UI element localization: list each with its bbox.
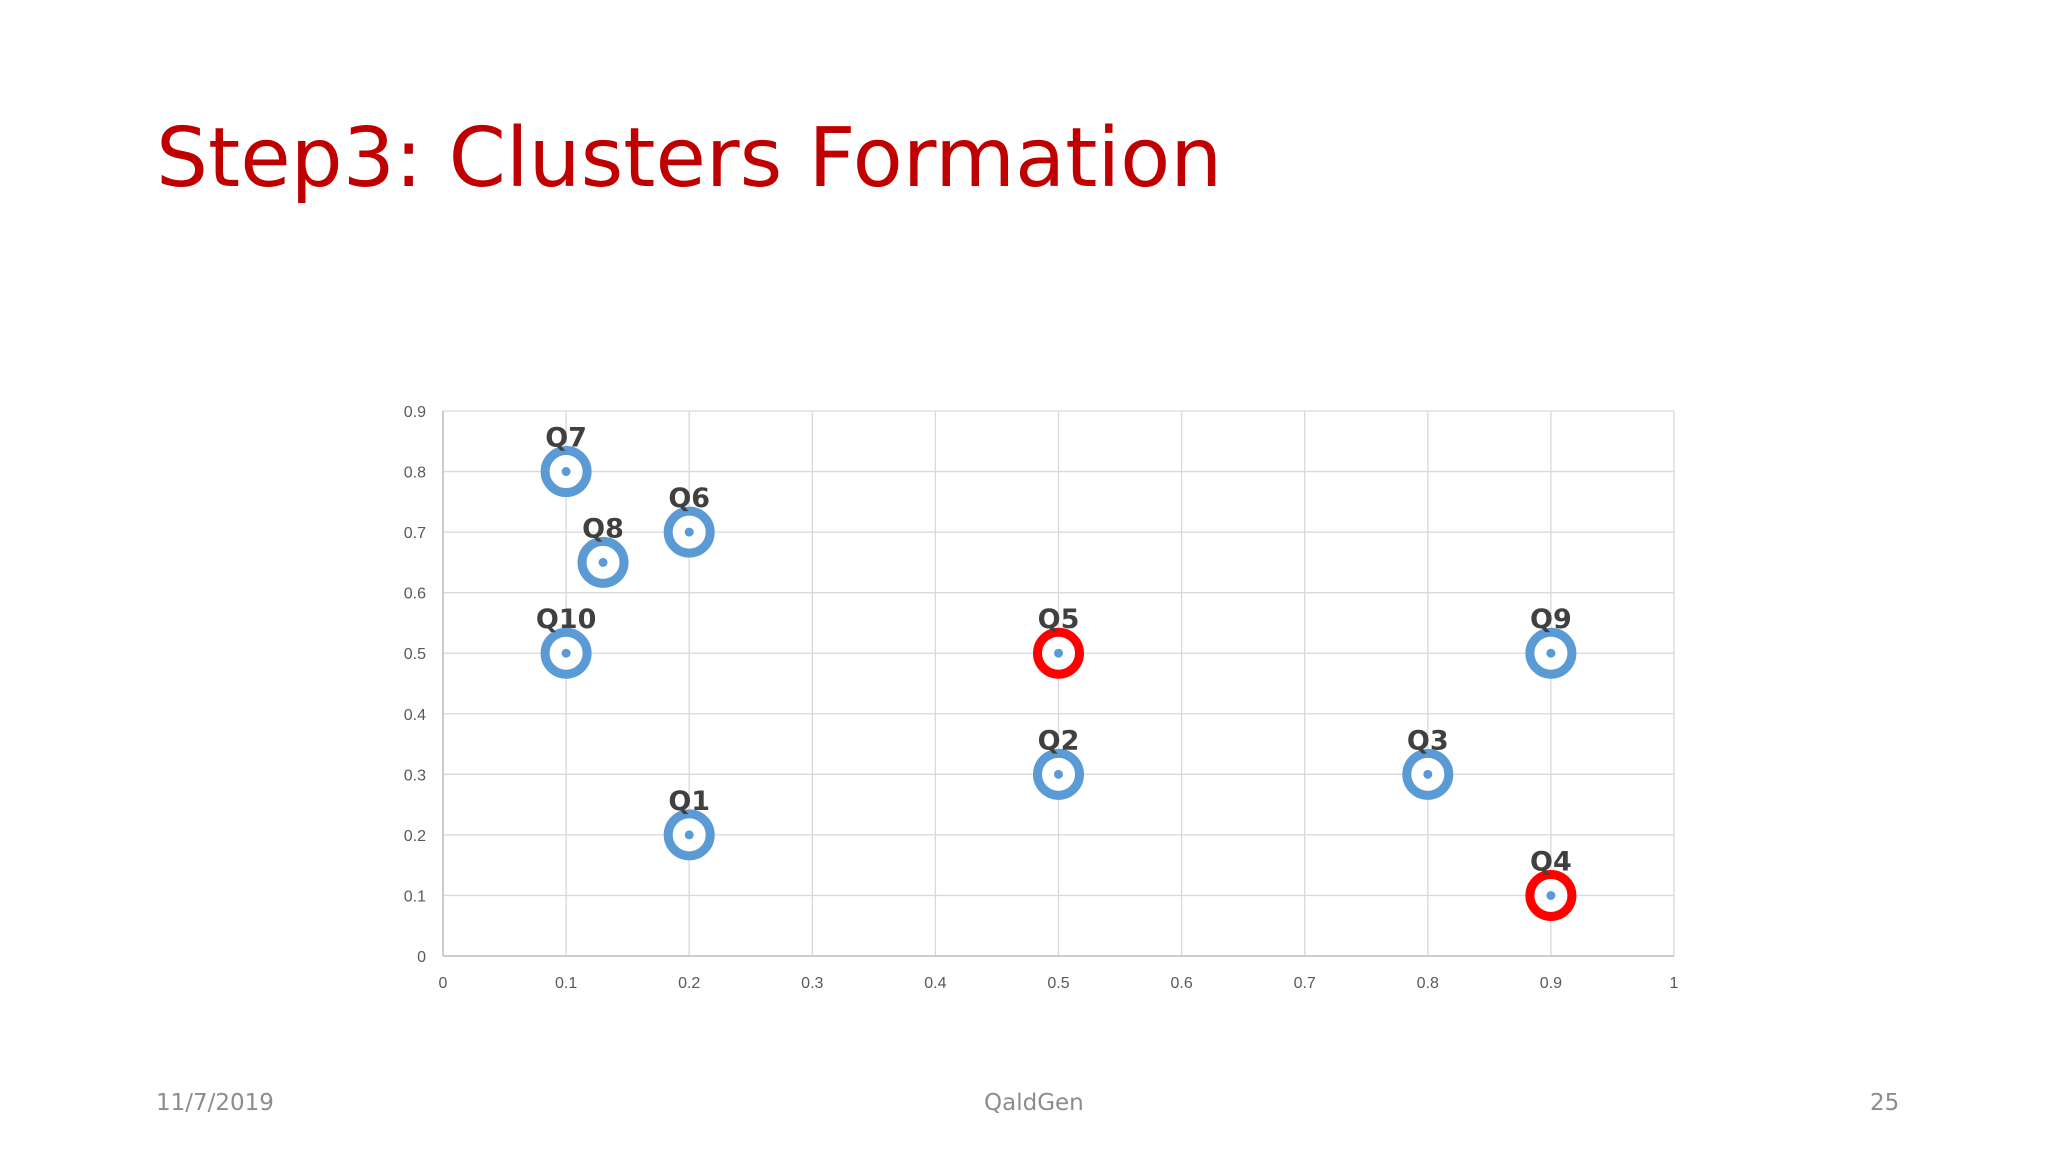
x-tick-label-4: 0.4	[924, 975, 946, 992]
y-tick-label-7: 0.7	[404, 525, 426, 542]
x-tick-label-6: 0.6	[1170, 975, 1192, 992]
data-point-q4	[1525, 869, 1577, 921]
point-dot-q6	[684, 527, 694, 537]
footer-title: QaldGen	[984, 1090, 1084, 1116]
data-point-q10	[540, 627, 592, 679]
point-dot-q1	[684, 830, 694, 840]
point-dot-q3	[1423, 769, 1433, 779]
x-tick-label-8: 0.8	[1417, 975, 1439, 992]
point-label-q7: Q7	[545, 423, 587, 454]
y-tick-label-2: 0.2	[404, 828, 426, 845]
x-tick-label-5: 0.5	[1047, 975, 1069, 992]
data-point-q3	[1402, 748, 1454, 800]
chart-points	[540, 446, 1577, 921]
y-tick-label-6: 0.6	[404, 586, 426, 603]
data-point-q7	[540, 446, 592, 498]
page-number: 25	[1870, 1090, 1900, 1116]
x-tick-label-3: 0.3	[801, 975, 823, 992]
x-tick-label-10: 1	[1670, 975, 1679, 992]
point-label-q5: Q5	[1038, 604, 1080, 635]
point-dot-q5	[1054, 648, 1063, 658]
x-tick-label-7: 0.7	[1294, 975, 1316, 992]
point-label-q1: Q1	[668, 786, 710, 817]
y-tick-label-0: 0	[417, 949, 426, 966]
data-point-q5	[1033, 627, 1084, 679]
chart-point-labels: Q1 Q2 Q3 Q4 Q5 Q6 Q7 Q8 Q9 Q10	[536, 423, 1572, 878]
point-label-q4: Q4	[1530, 846, 1572, 877]
x-tick-label-1: 0.1	[555, 975, 577, 992]
data-point-q6	[663, 506, 715, 558]
y-tick-label-9: 0.9	[404, 404, 426, 421]
x-tick-label-0: 0	[439, 975, 448, 992]
data-point-q1	[663, 809, 715, 861]
x-tick-label-9: 0.9	[1540, 975, 1562, 992]
chart-tick-labels: 0 0.1 0.2 0.3 0.4 0.5 0.6 0.7 0.8 0.9 1 0 0.1 0.2 0.3 0…	[404, 404, 1679, 992]
point-label-q10: Q10	[536, 604, 597, 635]
point-label-q8: Q8	[582, 513, 624, 544]
y-tick-label-5: 0.5	[404, 646, 426, 663]
point-dot-q7	[561, 467, 571, 477]
data-point-q8	[577, 536, 629, 588]
slide-title: Step3: Clusters Formation	[156, 111, 1223, 206]
point-label-q3: Q3	[1407, 725, 1449, 756]
footer-date: 11/7/2019	[156, 1090, 274, 1116]
point-dot-q2	[1054, 769, 1063, 779]
point-label-q6: Q6	[668, 483, 710, 514]
point-dot-q8	[598, 557, 608, 567]
point-dot-q10	[561, 648, 571, 658]
point-label-q9: Q9	[1530, 604, 1572, 635]
x-tick-label-2: 0.2	[678, 975, 700, 992]
point-dot-q4	[1546, 890, 1556, 900]
chart-grid	[442, 410, 1675, 957]
chart-axes	[442, 411, 1674, 957]
y-tick-label-4: 0.4	[404, 707, 426, 724]
data-point-q2	[1033, 748, 1084, 800]
data-point-q9	[1525, 627, 1577, 679]
point-dot-q9	[1546, 648, 1556, 658]
y-tick-label-1: 0.1	[404, 888, 426, 905]
point-label-q2: Q2	[1038, 725, 1080, 756]
y-tick-label-8: 0.8	[404, 465, 426, 482]
y-tick-label-3: 0.3	[404, 767, 426, 784]
